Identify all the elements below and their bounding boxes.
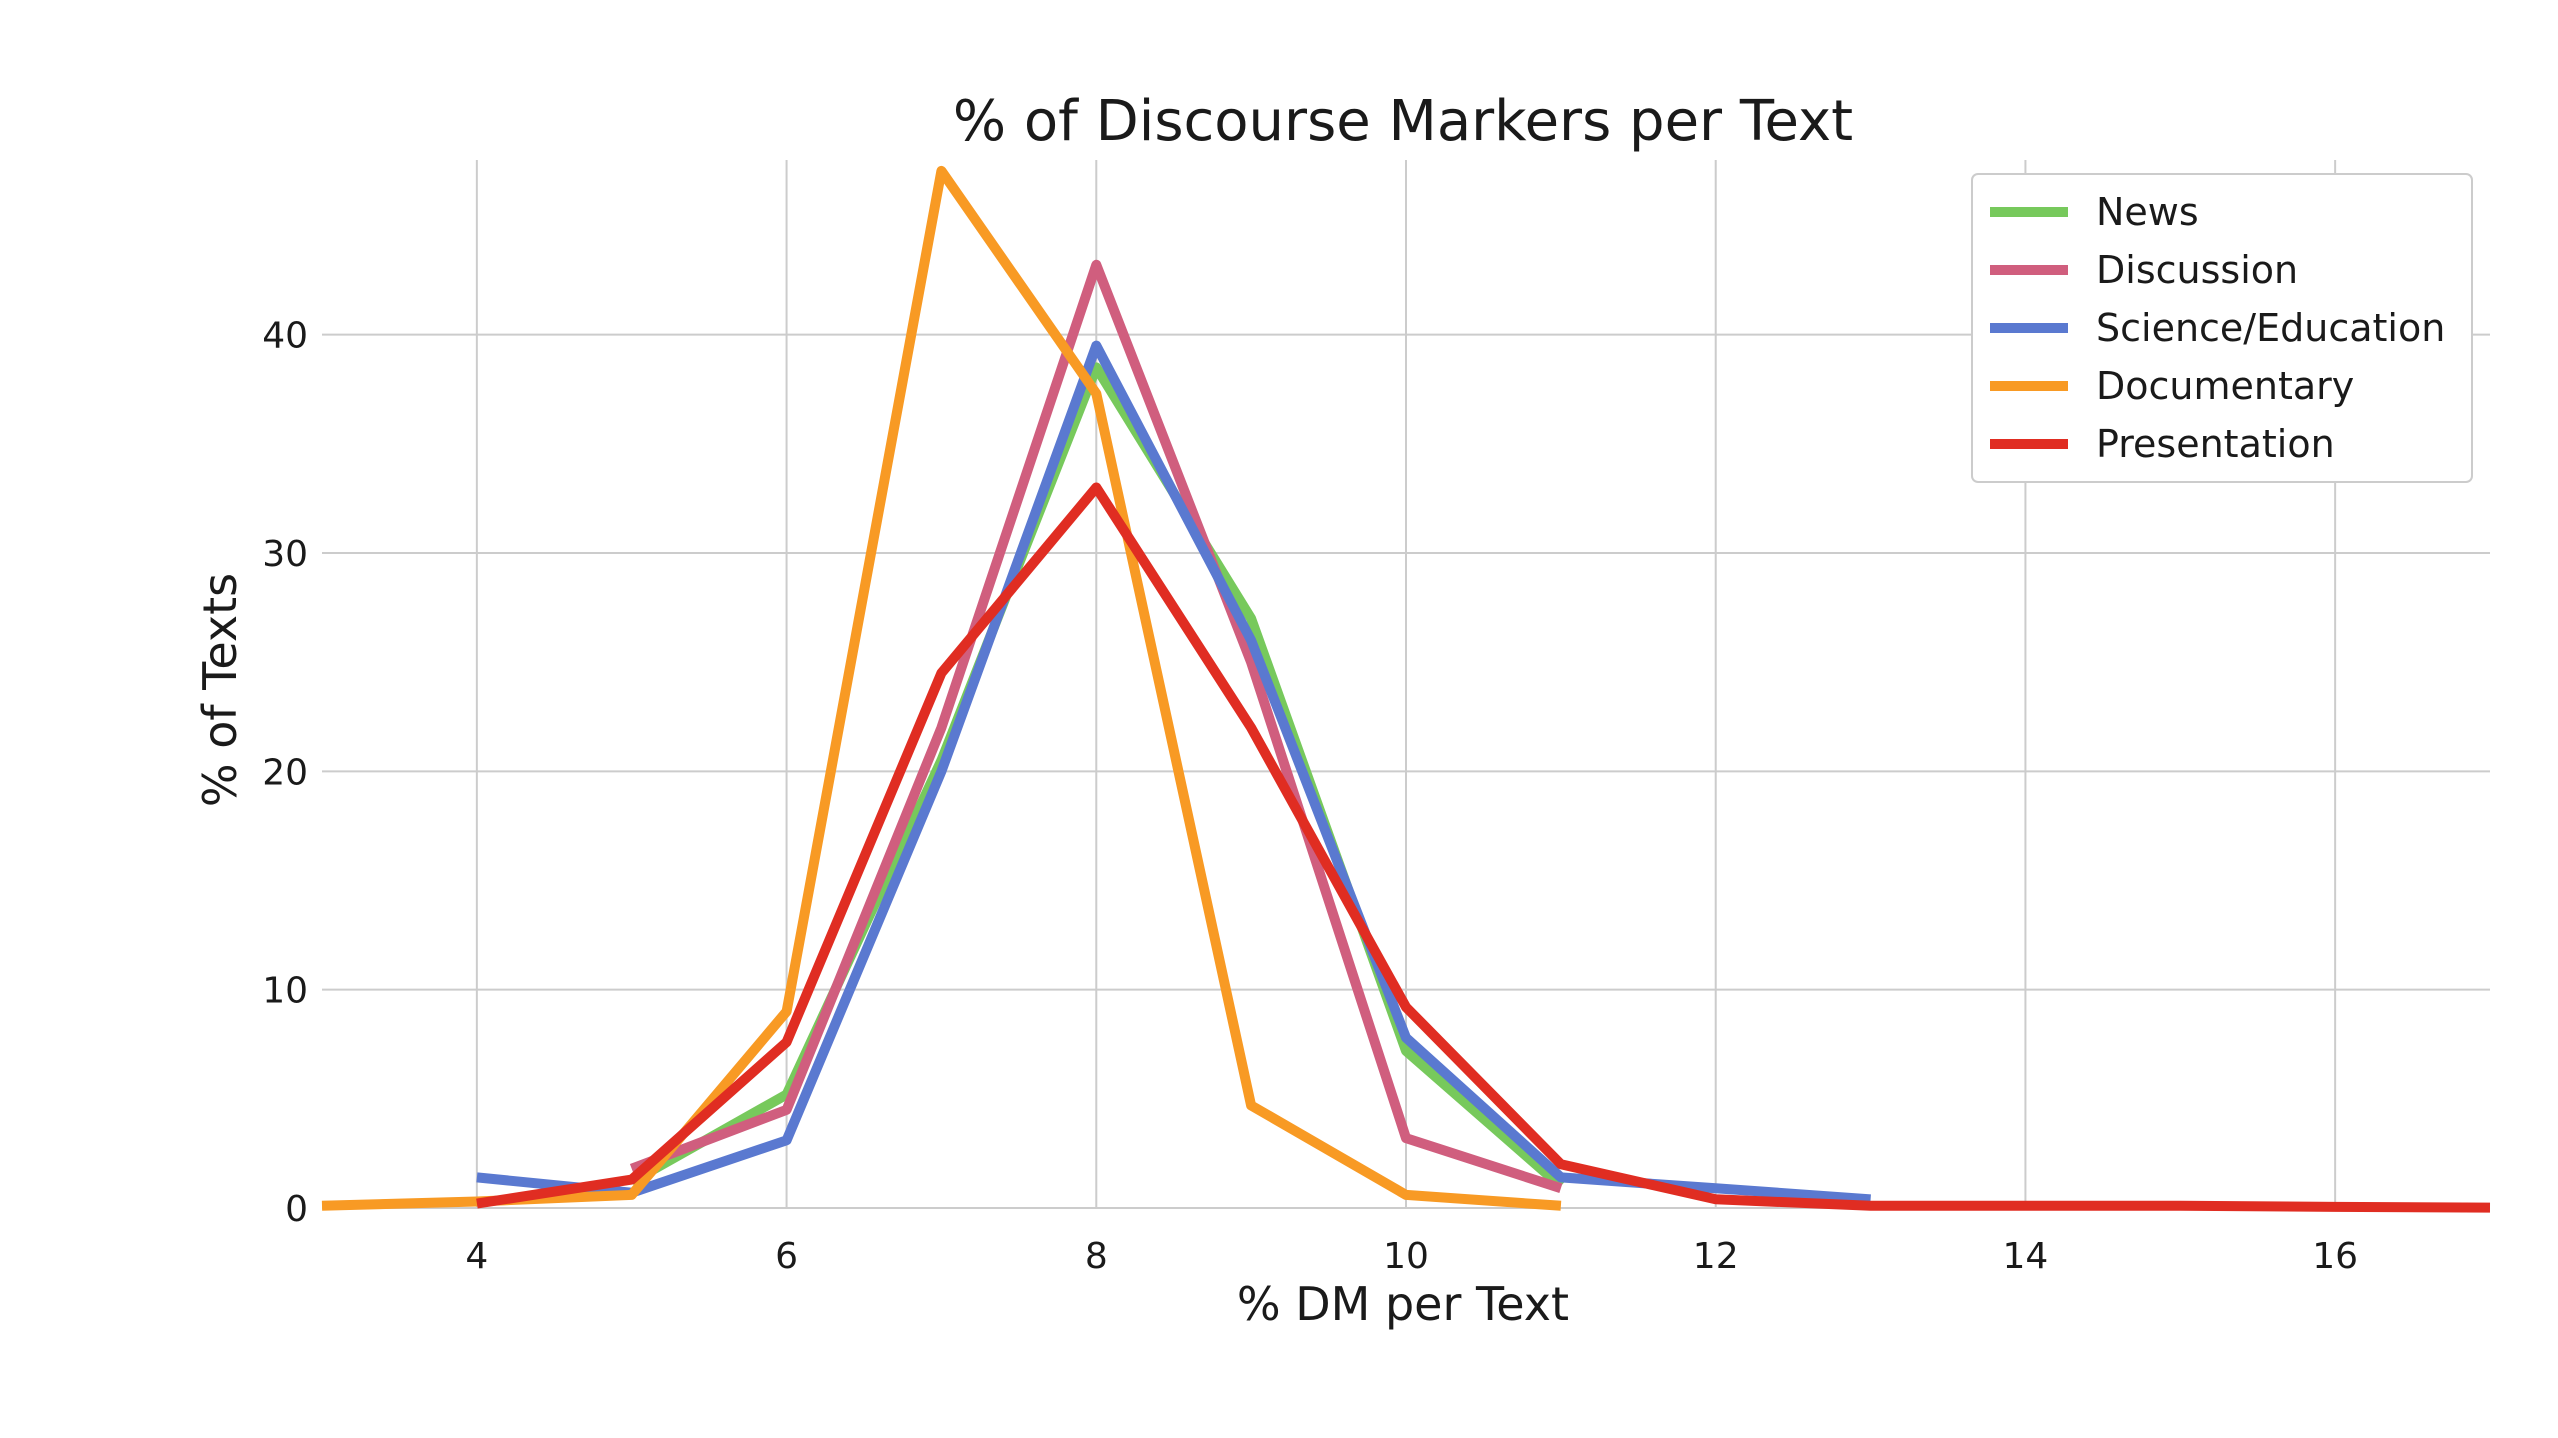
x-tick-label: 4 (465, 1236, 488, 1277)
legend: News Discussion Science/Education Documenta… (1971, 173, 2473, 483)
series-lines (321, 165, 2491, 1213)
legend-label-news: News (2096, 190, 2199, 234)
x-tick-label: 14 (2003, 1236, 2049, 1277)
y-axis-title: % of Texts (193, 573, 247, 807)
legend-label-science-education: Science/Education (2096, 306, 2445, 350)
x-tick-label: 10 (1383, 1236, 1429, 1277)
legend-label-presentation: Presentation (2096, 422, 2335, 466)
legend-frame (1971, 173, 2473, 483)
y-axis-ticks: 0 10 20 30 40 (262, 316, 308, 1230)
y-tick-label: 20 (262, 752, 308, 793)
y-tick-label: 40 (262, 316, 308, 357)
series-line-discussion (629, 259, 1563, 1194)
series-line-news (629, 362, 1565, 1190)
x-tick-label: 6 (775, 1236, 798, 1277)
x-axis-ticks: 4 6 8 10 12 14 16 (465, 1236, 2358, 1277)
legend-label-documentary: Documentary (2096, 364, 2354, 408)
x-tick-label: 8 (1085, 1236, 1108, 1277)
y-tick-label: 30 (262, 534, 308, 575)
x-tick-label: 12 (1693, 1236, 1739, 1277)
series-line-presentation (476, 482, 2491, 1213)
legend-label-discussion: Discussion (2096, 248, 2298, 292)
y-tick-label: 10 (262, 971, 308, 1012)
chart-title: % of Discourse Markers per Text (953, 89, 1853, 154)
x-axis-title: % DM per Text (1237, 1277, 1569, 1331)
y-tick-label: 0 (285, 1189, 308, 1230)
x-tick-label: 16 (2312, 1236, 2358, 1277)
